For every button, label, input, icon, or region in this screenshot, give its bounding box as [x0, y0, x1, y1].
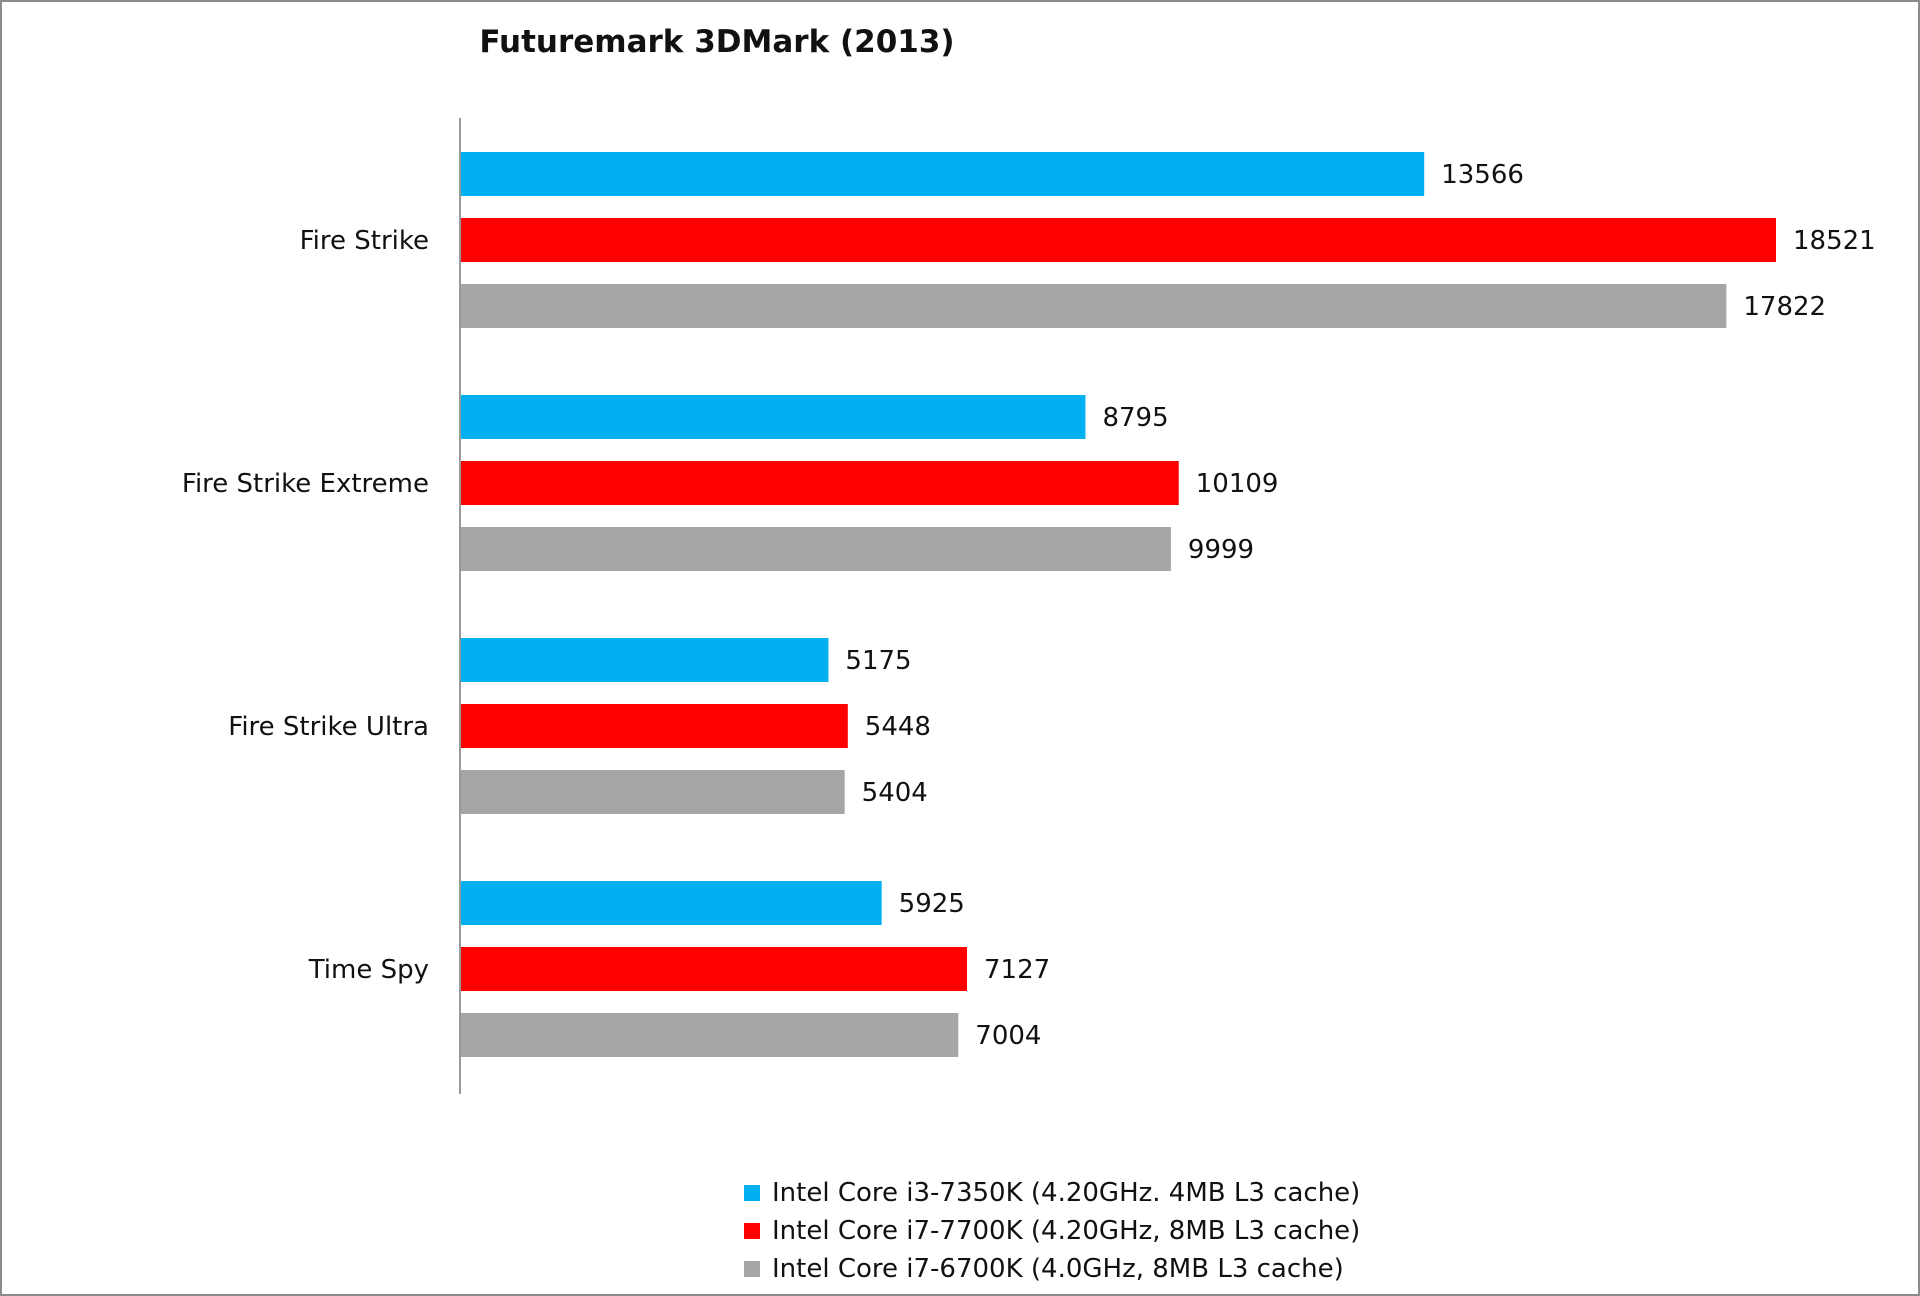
data-label: 9999 — [1188, 535, 1254, 565]
legend-swatch — [744, 1261, 760, 1277]
data-label: 7004 — [975, 1021, 1041, 1051]
category-label: Time Spy — [308, 955, 429, 985]
bar — [461, 947, 968, 991]
data-label: 18521 — [1793, 226, 1876, 256]
data-label: 10109 — [1196, 469, 1279, 499]
legend-swatch — [744, 1185, 760, 1201]
legend-label: Intel Core i3-7350K (4.20GHz. 4MB L3 cac… — [772, 1178, 1361, 1208]
chart-title: Futuremark 3DMark (2013) — [479, 24, 955, 60]
bar — [461, 638, 829, 682]
legend-item: Intel Core i7-6700K (4.0GHz, 8MB L3 cach… — [744, 1250, 1360, 1288]
legend-swatch — [744, 1223, 760, 1239]
bar — [461, 461, 1179, 505]
legend-label: Intel Core i7-6700K (4.0GHz, 8MB L3 cach… — [772, 1254, 1344, 1284]
bar — [461, 704, 848, 748]
data-label: 5175 — [845, 646, 911, 676]
legend-label: Intel Core i7-7700K (4.20GHz, 8MB L3 cac… — [772, 1216, 1361, 1246]
bar — [461, 152, 1425, 196]
category-label: Fire Strike Ultra — [228, 712, 429, 742]
legend-item: Intel Core i3-7350K (4.20GHz. 4MB L3 cac… — [744, 1174, 1360, 1212]
data-label: 8795 — [1102, 403, 1168, 433]
category-label: Fire Strike Extreme — [182, 469, 429, 499]
bar — [461, 881, 882, 925]
category-label: Fire Strike — [300, 226, 429, 256]
data-label: 5404 — [862, 778, 928, 808]
legend: Intel Core i3-7350K (4.20GHz. 4MB L3 cac… — [744, 1174, 1360, 1288]
bar — [461, 218, 1776, 262]
bar — [461, 770, 845, 814]
bar — [461, 527, 1171, 571]
bar — [461, 395, 1086, 439]
data-label: 7127 — [984, 955, 1050, 985]
bar — [461, 1013, 959, 1057]
data-label: 5448 — [865, 712, 931, 742]
data-label: 17822 — [1743, 292, 1826, 322]
data-label: 13566 — [1441, 160, 1524, 190]
legend-item: Intel Core i7-7700K (4.20GHz, 8MB L3 cac… — [744, 1212, 1360, 1250]
data-label: 5925 — [899, 889, 965, 919]
bar — [461, 284, 1727, 328]
